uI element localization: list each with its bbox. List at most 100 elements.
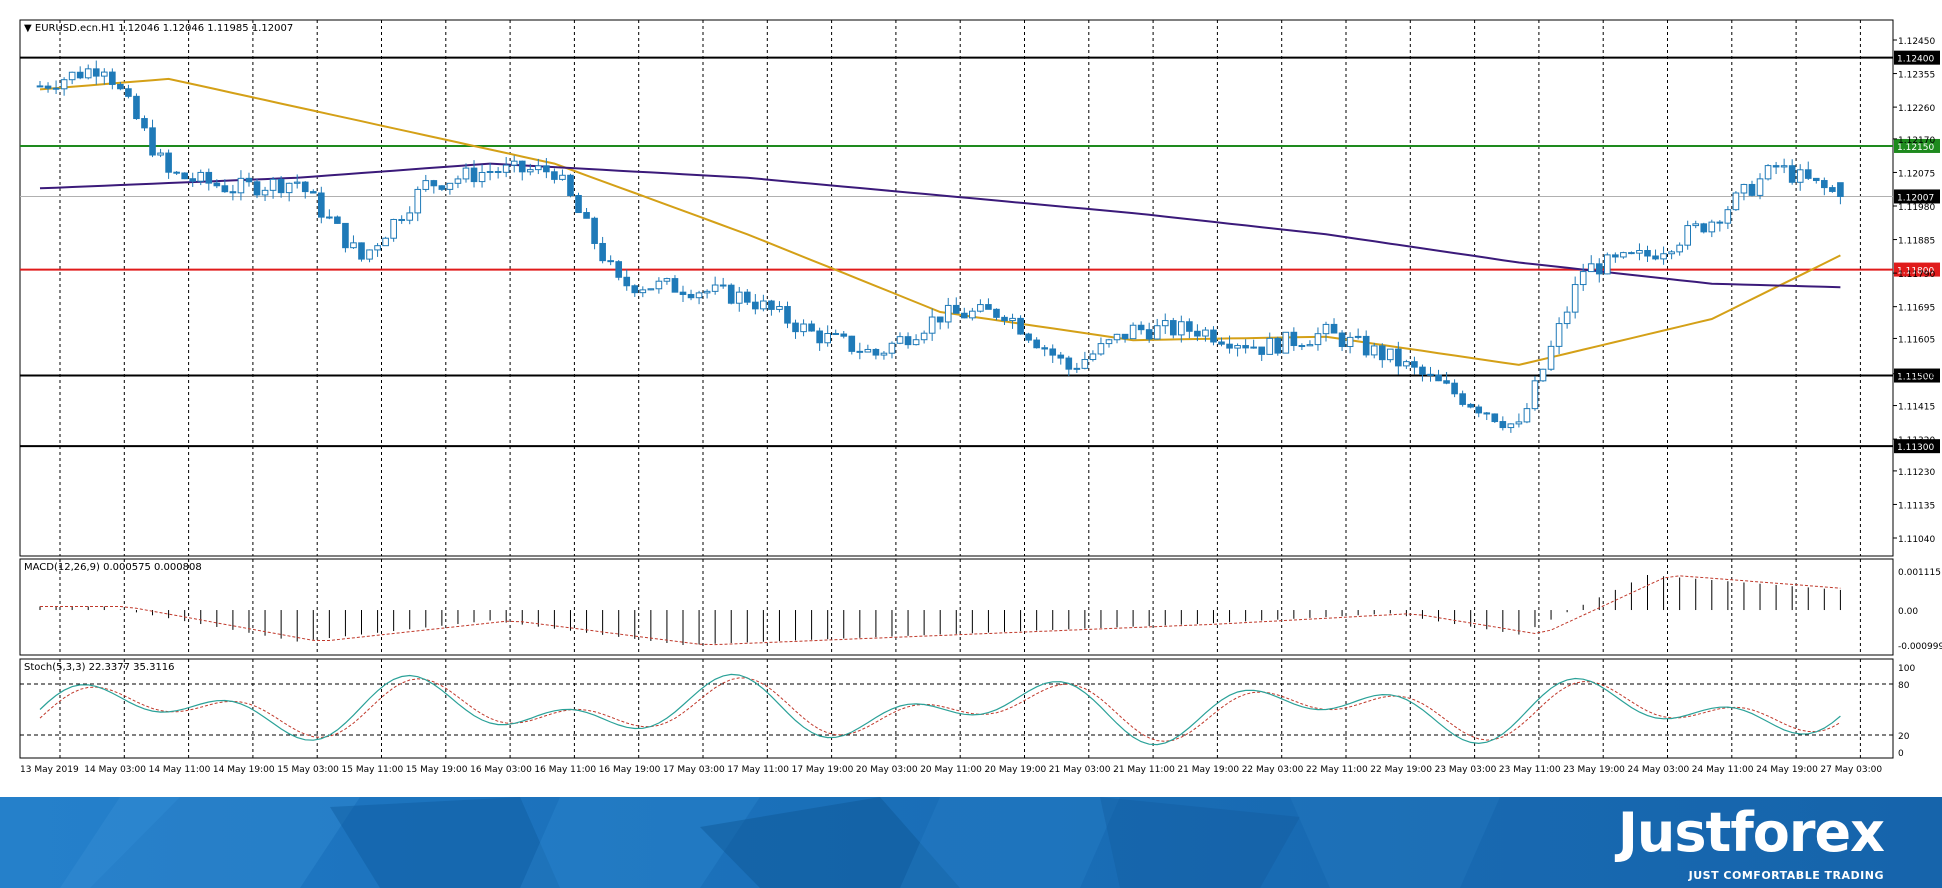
candle-body [607,260,614,263]
candle-body [1515,421,1523,425]
candle-body [985,304,992,310]
candle-body [551,171,558,180]
candle-body [1169,320,1177,336]
candle-body [719,284,727,287]
candle-body [454,178,462,184]
candle-body [559,174,566,180]
candle-body [1403,361,1410,367]
stoch-tick-label: 80 [1898,681,1910,691]
candle-body [872,348,880,356]
time-label: 15 May 19:00 [406,765,468,775]
candle-body [784,306,791,324]
candle-body [366,249,373,260]
candle-body [181,172,188,180]
candle-body [1804,169,1812,179]
time-label: 21 May 19:00 [1177,765,1239,775]
candle-body [896,336,904,344]
time-label: 27 May 03:00 [1820,765,1882,775]
candle-body [615,261,623,278]
candle-body [117,83,124,90]
candle-body [1081,359,1089,369]
candle-body [1274,337,1282,354]
moving-averages [39,77,1841,366]
time-label: 24 May 03:00 [1628,765,1690,775]
stoch-main-line [39,673,1841,746]
candle-body [1628,252,1635,255]
candle-body [44,85,52,89]
candle-body [438,185,446,190]
candle-body [486,170,494,173]
banner-pattern [0,797,1500,888]
candle-body [1612,254,1619,258]
candle-body [293,181,301,184]
time-label: 23 May 11:00 [1499,765,1561,775]
candle-body [1194,330,1201,337]
candle-body [711,284,719,292]
candle-body [743,291,751,303]
candle-body [944,304,952,323]
candle-body [309,191,317,194]
candle-body [76,71,84,79]
candle-body [888,342,896,354]
candle-body [1716,221,1724,224]
candle-body [1025,333,1032,341]
candle-body [1732,192,1740,211]
price-tick-label: 1.11885 [1898,237,1935,247]
candle-body [1298,345,1306,348]
candle-body [494,170,502,173]
candle-body [543,165,550,173]
candle-body [1563,311,1571,325]
candle-body [173,171,180,174]
candle-body [1306,344,1314,347]
candle-body [760,300,767,310]
candle-body [1435,374,1442,382]
price-tick-label: 1.12260 [1898,104,1935,114]
candle-body [1684,225,1692,246]
time-label: 22 May 19:00 [1370,765,1432,775]
candle-body [1603,254,1611,275]
candle-body [1491,413,1499,423]
candle-body [205,171,213,184]
candle-body [1507,423,1515,429]
candle-body [430,180,438,187]
candle-body [1756,178,1764,196]
macd-signal-line [40,575,1841,646]
time-label: 16 May 19:00 [599,765,661,775]
candle-body [800,323,807,333]
candle-body [703,290,711,294]
candle-body [261,189,269,196]
candle-body [1282,331,1290,354]
candle-body [462,167,470,180]
candle-body [1579,271,1587,286]
time-label: 15 May 03:00 [277,765,339,775]
stoch-tick-label: 20 [1898,732,1910,742]
candle-body [358,242,365,260]
candle-body [1700,223,1708,233]
candle-body [253,181,261,196]
candle-body [221,185,229,193]
candle-body [1073,367,1081,370]
candle-body [1499,421,1507,429]
candle-body [1660,253,1667,260]
time-label: 16 May 11:00 [534,765,596,775]
candle-body [687,293,695,299]
candle-body [406,212,414,221]
candle-body [1724,209,1732,224]
candle-body [502,164,510,173]
candle-body [125,88,132,97]
time-label: 21 May 11:00 [1113,765,1175,775]
candle-body [1411,361,1418,368]
price-tick-label: 1.11320 [1898,436,1935,446]
candle-body [735,291,743,304]
candle-body [591,217,598,244]
candle-body [1137,324,1145,331]
candle-body [1547,345,1555,370]
candle-body [727,284,735,304]
candle-body [1145,329,1153,340]
candle-body [398,218,406,221]
candle-body [1459,393,1466,405]
chart-canvas: 1.12400 1.12150 1.11800 1.11500 1.11300 1.120… [19,19,1942,775]
candle-body [695,292,703,299]
macd-tick-label: 0.001115 [1898,568,1941,578]
candle-body [1105,339,1113,345]
